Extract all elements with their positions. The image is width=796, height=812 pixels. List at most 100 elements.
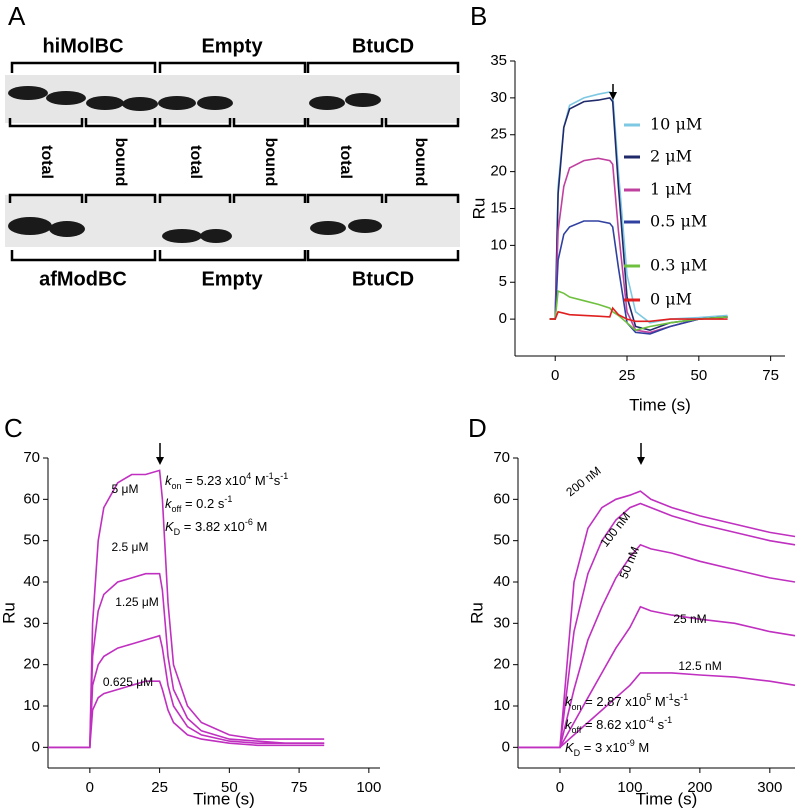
- panel-label: A: [8, 1, 26, 31]
- y-tick-label: 0: [499, 310, 507, 327]
- annotation-part: = 2.87 x10: [582, 694, 647, 709]
- x-tick-label: 0: [556, 779, 564, 796]
- y-tick-label: 30: [493, 614, 510, 631]
- lane-label: total: [337, 145, 354, 179]
- annotation-part: D: [174, 527, 181, 537]
- y-tick-label: 40: [493, 573, 510, 590]
- annotation-part: s: [654, 717, 665, 732]
- annotation-part: M: [251, 473, 265, 488]
- legend-label: 10 μM: [650, 115, 702, 134]
- bands: [8, 86, 382, 243]
- x-tick-label: 50: [690, 367, 707, 384]
- series-line: [518, 672, 796, 749]
- series-line: [549, 220, 728, 335]
- annotation: KD = 3 x10-9 M: [565, 738, 649, 758]
- annotation-part: s: [674, 694, 681, 709]
- y-tick-label: 10: [490, 236, 507, 253]
- series-line: [549, 97, 728, 332]
- y-tick-label: 25: [490, 126, 507, 143]
- curve-label: 0.625 μM: [103, 675, 153, 689]
- y-tick-label: 5: [499, 273, 507, 290]
- panel-label: C: [4, 413, 23, 443]
- series-line: [518, 502, 796, 749]
- x-tick-label: 0: [86, 779, 94, 796]
- annotation-part: -1: [266, 471, 274, 481]
- curve-label: 50 nM: [616, 545, 641, 581]
- annotation-part: off: [572, 725, 582, 735]
- annotation-part: -1: [224, 494, 232, 504]
- group-label: BtuCD: [352, 268, 414, 290]
- x-axis-title: Time (s): [629, 395, 691, 414]
- annotation-part: k: [565, 717, 573, 732]
- y-tick-label: 35: [490, 52, 507, 69]
- y-tick-label: 20: [493, 656, 510, 673]
- annotation-part: on: [172, 481, 182, 491]
- curve-label: 12.5 nM: [678, 659, 721, 673]
- annotation-part: off: [172, 504, 182, 514]
- annotation-part: = 5.23 x10: [182, 473, 247, 488]
- series-line: [518, 490, 796, 749]
- series-line: [48, 469, 325, 749]
- y-axis-title: Ru: [469, 198, 488, 220]
- y-tick-label: 50: [493, 532, 510, 549]
- y-tick-label: 15: [490, 199, 507, 216]
- annotation: koff = 0.2 s-1: [165, 494, 232, 514]
- annotation-part: M: [253, 519, 267, 534]
- series-line: [518, 605, 796, 749]
- y-tick-label: 60: [493, 490, 510, 507]
- y-tick-label: 30: [490, 89, 507, 106]
- group-label: Empty: [201, 35, 263, 57]
- annotation-part: -1: [280, 471, 288, 481]
- annotation-part: -6: [245, 517, 253, 527]
- annotation-part: on: [572, 702, 582, 712]
- annotation-part: = 3.82 x10: [180, 519, 245, 534]
- annotation-part: M: [635, 740, 649, 755]
- x-axis-title: Time (s): [193, 789, 255, 808]
- y-axis-title: Ru: [467, 602, 486, 624]
- legend-label: 2 μM: [650, 147, 692, 166]
- panel-label: B: [470, 1, 487, 31]
- annotation-part: -1: [680, 692, 688, 702]
- x-tick-label: 25: [619, 367, 636, 384]
- legend-label: 1 μM: [650, 180, 692, 199]
- arrow-head: [637, 457, 645, 465]
- annotation-part: 5: [646, 692, 651, 702]
- group-label: afModBC: [39, 268, 127, 290]
- annotation-part: k: [565, 694, 573, 709]
- group-label: BtuCD: [352, 35, 414, 57]
- y-tick-label: 70: [493, 449, 510, 466]
- annotation-part: = 0.2 s: [181, 496, 224, 511]
- x-tick-label: 75: [762, 367, 779, 384]
- series-line: [549, 289, 728, 332]
- y-tick-label: 30: [23, 614, 40, 631]
- legend-label: 0.5 μM: [650, 212, 707, 231]
- x-tick-label: 50: [221, 779, 238, 796]
- y-tick-label: 10: [493, 697, 510, 714]
- annotation-part: -1: [664, 715, 672, 725]
- series-line: [48, 634, 325, 749]
- annotation-part: -1: [666, 692, 674, 702]
- series-line: [518, 543, 796, 749]
- y-axis-title: Ru: [0, 602, 18, 624]
- x-tick-label: 200: [687, 779, 712, 796]
- series-line: [549, 306, 728, 323]
- blot-panel: A hiMolBC Empty BtuCD total bound total …: [5, 1, 460, 290]
- curve-label: 25 nM: [673, 612, 706, 626]
- annotation-part: k: [165, 473, 173, 488]
- y-tick-label: 20: [490, 163, 507, 180]
- brackets: [8, 61, 460, 262]
- lane-label: bound: [262, 138, 279, 187]
- x-tick-label: 75: [291, 779, 308, 796]
- annotation-part: D: [574, 748, 581, 758]
- lane-label: total: [38, 145, 55, 179]
- annotation-part: -9: [627, 738, 635, 748]
- series-line: [48, 680, 325, 749]
- annotation-part: M: [651, 694, 665, 709]
- annotation-part: k: [165, 496, 173, 511]
- arrow-head: [156, 457, 164, 465]
- curve-label: 2.5 μM: [112, 540, 149, 554]
- blot-membrane: [5, 195, 460, 247]
- curve-label: 1.25 μM: [115, 595, 159, 609]
- annotation-part: = 3 x10: [580, 740, 627, 755]
- series-line: [48, 572, 325, 749]
